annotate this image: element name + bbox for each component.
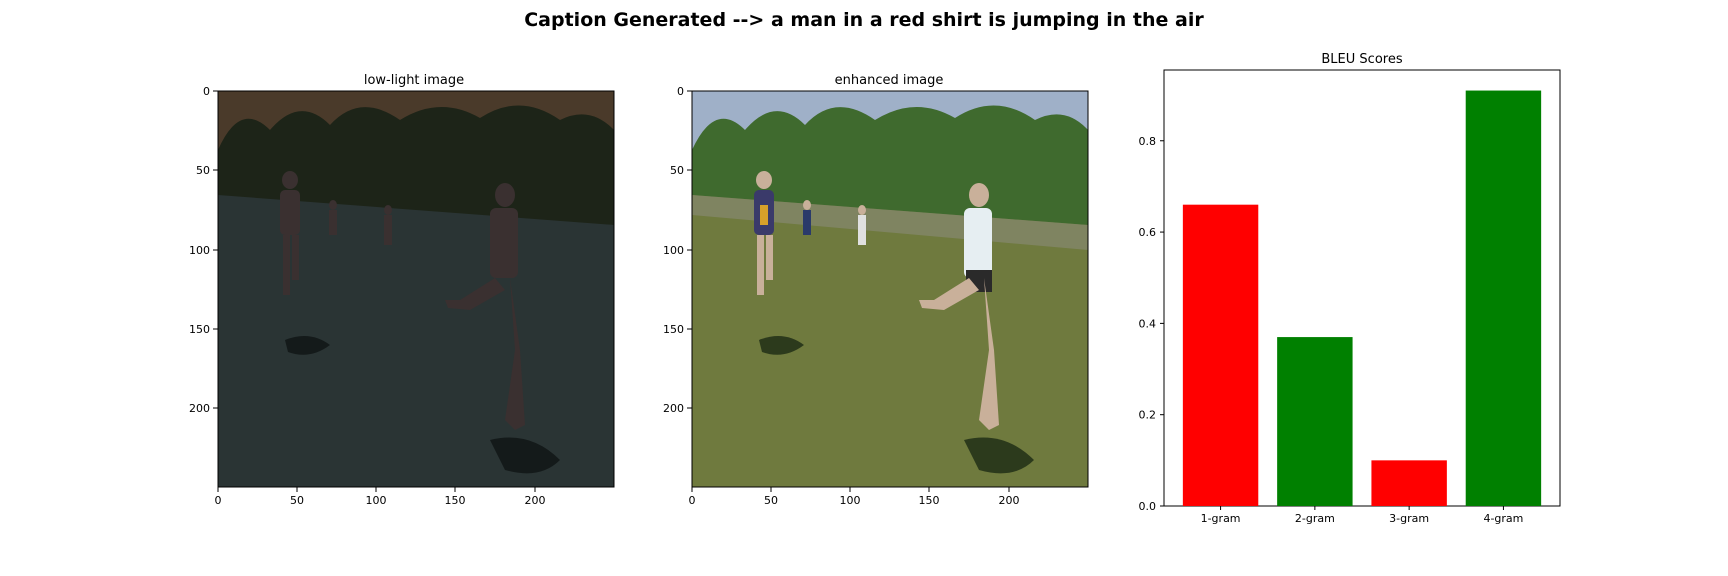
bar-3-gram	[1371, 460, 1447, 506]
y-tick-label: 200	[663, 402, 684, 415]
y-tick-label: 0	[203, 85, 210, 98]
x-tick-label: 3-gram	[1389, 512, 1429, 525]
x-tick-label: 2-gram	[1295, 512, 1335, 525]
enhanced-image-panel: enhanced image	[663, 73, 1089, 507]
x-tick-label: 200	[999, 494, 1020, 507]
bar-2-gram	[1277, 337, 1353, 506]
y-tick-label: 0.8	[1139, 135, 1157, 148]
y-tick-label: 50	[670, 164, 684, 177]
y-tick-label: 0.6	[1139, 226, 1157, 239]
low-light-image-title: low-light image	[364, 73, 464, 88]
y-tick-label: 150	[663, 323, 684, 336]
enhanced-x-axis: 0 50 100 150 200	[689, 487, 1020, 507]
x-tick-label: 100	[840, 494, 861, 507]
low-light-photo	[218, 91, 614, 487]
x-tick-label: 50	[764, 494, 778, 507]
x-tick-label: 4-gram	[1483, 512, 1523, 525]
x-tick-label: 1-gram	[1201, 512, 1241, 525]
bleu-chart-title: BLEU Scores	[1321, 52, 1402, 67]
low-light-y-axis: 0 50 100 150 200	[189, 85, 218, 415]
bar-4-gram	[1465, 90, 1542, 507]
enhanced-y-axis: 0 50 100 150 200	[663, 85, 692, 415]
figure-suptitle: Caption Generated --> a man in a red shi…	[524, 9, 1204, 31]
y-tick-label: 50	[196, 164, 210, 177]
y-tick-label: 0.4	[1139, 317, 1157, 330]
y-tick-label: 200	[189, 402, 210, 415]
bleu-scores-chart: BLEU Scores 0.0 0.2 0.4 0.6 0.8 1-gram 2-gram…	[1139, 52, 1561, 525]
enhanced-photo	[692, 91, 1088, 487]
y-tick-label: 100	[189, 244, 210, 257]
x-tick-label: 150	[919, 494, 940, 507]
enhanced-image-title: enhanced image	[835, 73, 944, 88]
y-tick-label: 150	[189, 323, 210, 336]
x-tick-label: 0	[215, 494, 222, 507]
low-light-image-panel: low-light image	[189, 73, 615, 507]
y-tick-label: 0.2	[1139, 409, 1157, 422]
x-tick-label: 50	[290, 494, 304, 507]
y-tick-label: 0	[677, 85, 684, 98]
x-tick-label: 100	[366, 494, 387, 507]
x-tick-label: 200	[525, 494, 546, 507]
bar-1-gram	[1182, 204, 1259, 506]
low-light-x-axis: 0 50 100 150 200	[215, 487, 546, 507]
y-tick-label: 0.0	[1139, 500, 1157, 513]
x-tick-label: 150	[445, 494, 466, 507]
x-tick-label: 0	[689, 494, 696, 507]
y-tick-label: 100	[663, 244, 684, 257]
